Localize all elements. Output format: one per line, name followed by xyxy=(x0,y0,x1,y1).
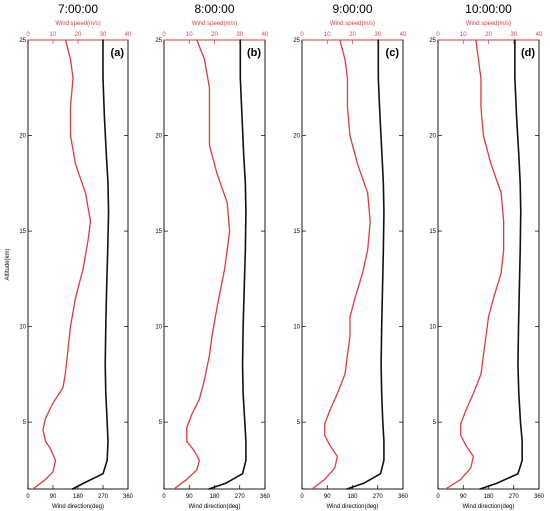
bottom-tick-label: 0 xyxy=(300,494,304,500)
y-tick-label: 25 xyxy=(429,38,436,44)
bottom-axis-label: Wind direction(deg) xyxy=(188,504,240,510)
wind-direction-line xyxy=(71,39,110,490)
y-tick-label: 15 xyxy=(19,229,26,235)
top-tick-label: 10 xyxy=(186,32,193,38)
top-axis-label: Wind speed(m/s) xyxy=(55,21,100,27)
bottom-tick-label: 180 xyxy=(483,494,494,500)
top-tick-label: 10 xyxy=(460,32,467,38)
bottom-tick-label: 270 xyxy=(235,494,246,500)
plot-frame xyxy=(27,39,129,490)
top-tick-label: 0 xyxy=(162,32,166,38)
bottom-tick-label: 270 xyxy=(373,494,384,500)
top-tick-label: 30 xyxy=(236,32,243,38)
y-tick-label: 20 xyxy=(155,134,162,140)
y-tick-label: 10 xyxy=(19,325,26,331)
y-tick-label: 25 xyxy=(293,38,300,44)
bottom-tick-label: 90 xyxy=(324,494,331,500)
y-tick-label: 15 xyxy=(155,229,162,235)
bottom-tick-label: 0 xyxy=(436,494,440,500)
plot-frame xyxy=(437,39,540,490)
wind-speed-line xyxy=(444,39,505,490)
panel-a: 7:00:00 Wind speed(m/s) 0 10 20 30 40 0 90 180 270… xyxy=(5,2,134,510)
panel-title: 9:00:00 xyxy=(332,2,372,16)
top-tick-label: 0 xyxy=(436,32,440,38)
y-tick-label: 10 xyxy=(155,325,162,331)
panel-b: 8:00:00 Wind speed(m/s) 0 10 20 30 40 0 90 180 270… xyxy=(155,2,270,510)
panel-title: 8:00:00 xyxy=(194,2,234,16)
wind-speed-line xyxy=(173,39,231,490)
y-axis-label: Altitude(km) xyxy=(5,248,11,280)
y-tick-label: 25 xyxy=(155,38,162,44)
y-tick-label: 5 xyxy=(159,420,163,426)
wind-direction-line xyxy=(346,39,385,490)
y-tick-label: 10 xyxy=(293,325,300,331)
plot-frame xyxy=(163,39,266,490)
top-axis-label: Wind speed(m/s) xyxy=(466,21,511,27)
bottom-tick-label: 0 xyxy=(26,494,30,500)
bottom-tick-label: 360 xyxy=(123,494,134,500)
top-tick-label: 20 xyxy=(485,32,492,38)
top-tick-label: 40 xyxy=(262,32,269,38)
bottom-axis-label: Wind direction(deg) xyxy=(52,504,104,510)
y-tick-label: 15 xyxy=(293,229,300,235)
bottom-axis-label: Wind direction(deg) xyxy=(462,504,514,510)
y-tick-label: 20 xyxy=(293,134,300,140)
panel-title: 7:00:00 xyxy=(58,2,98,16)
top-tick-label: 10 xyxy=(324,32,331,38)
top-tick-label: 30 xyxy=(374,32,381,38)
y-tick-label: 5 xyxy=(23,420,27,426)
top-tick-label: 20 xyxy=(349,32,356,38)
wind-direction-line xyxy=(479,39,523,490)
panel-title: 10:00:00 xyxy=(465,2,512,16)
top-tick-label: 20 xyxy=(211,32,218,38)
bottom-tick-label: 180 xyxy=(73,494,84,500)
top-axis-label: Wind speed(m/s) xyxy=(330,21,375,27)
bottom-tick-label: 90 xyxy=(186,494,193,500)
y-tick-label: 10 xyxy=(429,325,436,331)
bottom-tick-label: 270 xyxy=(509,494,520,500)
y-tick-label: 25 xyxy=(19,38,26,44)
top-tick-label: 40 xyxy=(400,32,407,38)
top-tick-label: 40 xyxy=(125,32,132,38)
bottom-tick-label: 90 xyxy=(50,494,57,500)
top-tick-label: 10 xyxy=(50,32,57,38)
y-tick-label: 20 xyxy=(19,134,26,140)
top-tick-label: 30 xyxy=(510,32,517,38)
y-tick-label: 15 xyxy=(429,229,436,235)
panel-d: 10:00:00 Wind speed(m/s) 0 10 20 30 40 0 90 180 27… xyxy=(429,2,544,510)
y-tick-label: 20 xyxy=(429,134,436,140)
bottom-tick-label: 360 xyxy=(534,494,545,500)
top-axis-label: Wind speed(m/s) xyxy=(192,21,237,27)
panel-label: (a) xyxy=(111,47,125,59)
top-tick-label: 0 xyxy=(300,32,304,38)
top-tick-label: 20 xyxy=(75,32,82,38)
panel-label: (c) xyxy=(386,47,400,59)
bottom-axis-label: Wind direction(deg) xyxy=(326,504,378,510)
bottom-tick-label: 180 xyxy=(347,494,358,500)
wind-speed-line xyxy=(311,39,371,490)
panel-label: (b) xyxy=(247,47,261,59)
bottom-tick-label: 0 xyxy=(162,494,166,500)
bottom-tick-label: 180 xyxy=(209,494,220,500)
panel-c: 9:00:00 Wind speed(m/s) 0 10 20 30 40 0 90 180 270… xyxy=(293,2,408,510)
panel-label: (d) xyxy=(521,47,535,59)
bottom-tick-label: 360 xyxy=(260,494,271,500)
top-tick-label: 0 xyxy=(26,32,30,38)
plot-frame xyxy=(301,39,404,490)
bottom-tick-label: 360 xyxy=(398,494,409,500)
top-tick-label: 40 xyxy=(536,32,543,38)
wind-direction-line xyxy=(208,39,247,490)
wind-speed-line xyxy=(32,39,92,490)
y-tick-label: 5 xyxy=(433,420,437,426)
top-tick-label: 30 xyxy=(100,32,107,38)
bottom-tick-label: 270 xyxy=(98,494,109,500)
bottom-tick-label: 90 xyxy=(460,494,467,500)
y-tick-label: 5 xyxy=(297,420,301,426)
